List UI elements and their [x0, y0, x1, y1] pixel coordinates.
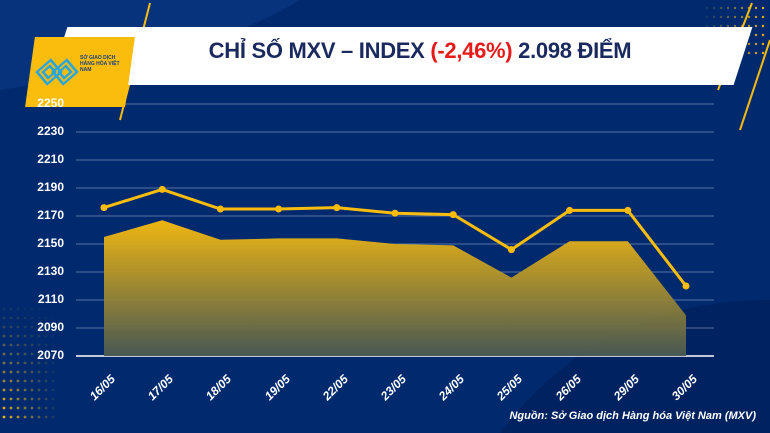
chart-title: CHỈ SỐ MXV – INDEX (-2,46%) 2.098 ĐIỂM — [150, 38, 690, 64]
logo — [25, 37, 135, 107]
y-tick-label: 2250 — [37, 96, 64, 110]
y-tick-label: 2170 — [37, 208, 64, 222]
line-point — [507, 246, 515, 254]
y-tick-label: 2230 — [37, 124, 64, 138]
line-point — [624, 206, 632, 214]
line-point — [158, 185, 166, 193]
logo-icon — [35, 58, 79, 86]
title-change: (-2,46%) — [430, 38, 513, 63]
title-prefix: CHỈ SỐ MXV – INDEX — [208, 38, 431, 63]
y-tick-label: 2190 — [37, 180, 64, 194]
logo-text: SỞ GIAO DỊCH HÀNG HÓA VIỆT NAM — [80, 55, 120, 73]
line-point — [275, 205, 283, 213]
line-point — [682, 282, 690, 290]
line-point — [449, 211, 457, 219]
line-point — [216, 205, 224, 213]
y-tick-label: 2150 — [37, 236, 64, 250]
line-point — [100, 204, 108, 212]
y-tick-label: 2090 — [37, 320, 64, 334]
y-tick-label: 2110 — [37, 292, 64, 306]
line-point — [566, 206, 574, 214]
source-note: Nguồn: Sở Giao dịch Hàng hóa Việt Nam (M… — [509, 410, 756, 422]
area-series — [104, 220, 686, 356]
line-point — [391, 209, 399, 217]
line-point — [333, 204, 341, 212]
title-suffix: 2.098 ĐIỂM — [512, 38, 632, 63]
y-tick-label: 2130 — [37, 264, 64, 278]
y-tick-label: 2070 — [37, 348, 64, 362]
y-tick-label: 2210 — [37, 152, 64, 166]
